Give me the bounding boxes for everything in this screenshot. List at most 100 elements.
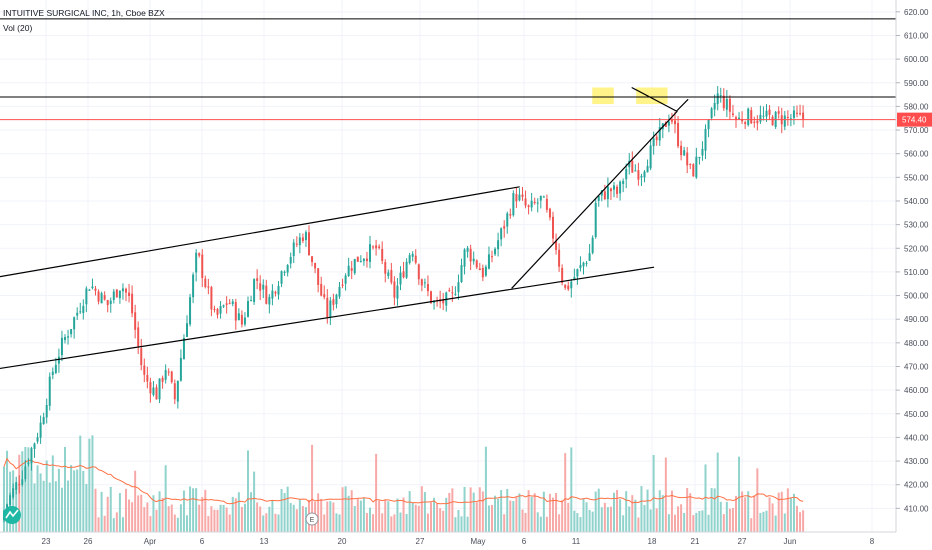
volume-bar: [552, 497, 554, 532]
volume-moving-average: [3, 457, 804, 505]
price-tick-label: 460.00: [904, 386, 929, 395]
candle-body: [240, 314, 243, 325]
volume-bar: [362, 497, 365, 532]
volume-bar: [509, 500, 512, 532]
volume-bar: [658, 490, 661, 532]
time-axis[interactable]: 23 26 Apr 6 13 20 27 May 6 11 18 21 27 Jun 8: [0, 531, 896, 546]
volume-bar: [518, 493, 521, 532]
candle-body: [51, 371, 54, 375]
volume-bar: [603, 502, 606, 532]
candle-body: [475, 260, 478, 268]
candle-body: [234, 302, 237, 321]
volume-bar: [146, 502, 149, 532]
candle-body: [728, 98, 731, 112]
volume-bar: [109, 486, 112, 532]
candle-body: [170, 371, 173, 383]
chart-legend: INTUITIVE SURGICAL INC, 1h, Cboe BZX Vol…: [3, 6, 165, 36]
candle-body: [609, 188, 612, 192]
candle-body: [73, 317, 76, 330]
candle-body: [64, 337, 66, 341]
volume-bar: [792, 493, 795, 532]
candle-body: [796, 112, 798, 114]
candle-body: [158, 378, 161, 400]
candle-body: [552, 216, 554, 239]
symbol-title: INTUITIVE SURGICAL INC, 1h, Cboe BZX: [3, 8, 165, 18]
candle-body: [613, 185, 615, 190]
candle-body: [716, 93, 719, 105]
candle-body: [12, 488, 15, 498]
candle-body: [326, 297, 329, 318]
candle-body: [21, 479, 24, 485]
volume-bar: [780, 491, 783, 532]
volume-bar: [786, 488, 789, 532]
volume-bar: [39, 473, 42, 532]
candle-body: [18, 484, 21, 486]
volume-bar: [545, 516, 548, 532]
tradingview-logo-icon[interactable]: [3, 506, 21, 524]
volume-bar: [73, 470, 76, 532]
candle-body: [137, 327, 140, 347]
candle-body: [118, 290, 121, 299]
volume-bar: [356, 498, 359, 532]
price-axis-background: [896, 0, 932, 550]
candle-body: [542, 196, 545, 198]
candle-body: [106, 299, 109, 306]
trendlines[interactable]: [0, 18, 896, 371]
price-axis[interactable]: 620.00 610.00 600.00 590.00 580.00 570.00 560.…: [895, 0, 932, 550]
volume-bar: [417, 505, 420, 532]
volume-bar: [457, 510, 460, 532]
candle-body: [329, 300, 332, 318]
earnings-event-icon[interactable]: E: [305, 512, 319, 526]
volume-indicator-label[interactable]: Vol (20): [3, 23, 33, 33]
volume-bar: [744, 497, 747, 532]
volume-bar: [179, 504, 182, 532]
time-tick-label: 11: [572, 537, 581, 546]
volume-bar: [423, 492, 426, 532]
highlight-zones: [592, 87, 668, 105]
volume-bar: [716, 452, 719, 532]
candle-body: [164, 370, 167, 380]
volume-bar: [670, 490, 673, 532]
volume-bar: [326, 501, 329, 532]
volume-bar: [585, 502, 588, 532]
volume-bar: [405, 513, 408, 532]
candle-body: [332, 299, 335, 305]
volume-bar: [789, 498, 792, 532]
price-tick-label: 490.00: [904, 315, 929, 324]
price-tick-label: 500.00: [904, 292, 929, 301]
candle-body: [225, 303, 228, 305]
volume-bar: [292, 504, 295, 532]
volume-bar: [201, 497, 204, 532]
volume-bar: [491, 504, 493, 532]
volume-bar: [695, 512, 698, 532]
candle-body: [466, 247, 469, 252]
candle-body: [100, 293, 103, 304]
volume-bar: [94, 488, 97, 532]
price-tick-label: 600.00: [904, 55, 929, 64]
candle-body: [70, 329, 73, 335]
candle-body: [457, 282, 460, 293]
volume-bar: [42, 480, 45, 532]
volume-bar: [88, 438, 91, 532]
candle-body: [125, 288, 127, 293]
candle-body: [616, 186, 619, 194]
volume-bar: [561, 500, 564, 532]
candle-body: [417, 264, 420, 280]
candle-body: [707, 119, 710, 130]
candle-body: [484, 266, 487, 276]
volume-bar: [158, 491, 161, 532]
candle-body: [658, 127, 661, 141]
candle-body: [491, 256, 493, 258]
volume-bar: [173, 514, 176, 532]
candle-body: [57, 356, 60, 364]
volume-bar: [268, 506, 271, 532]
earnings-letter: E: [310, 517, 315, 524]
volume-bar: [725, 501, 728, 532]
volume-bar: [655, 508, 658, 532]
candle-body: [643, 171, 646, 178]
candle-body: [256, 278, 259, 281]
candle-body: [545, 198, 548, 210]
candle-body: [140, 348, 143, 366]
candle-body: [231, 301, 234, 304]
